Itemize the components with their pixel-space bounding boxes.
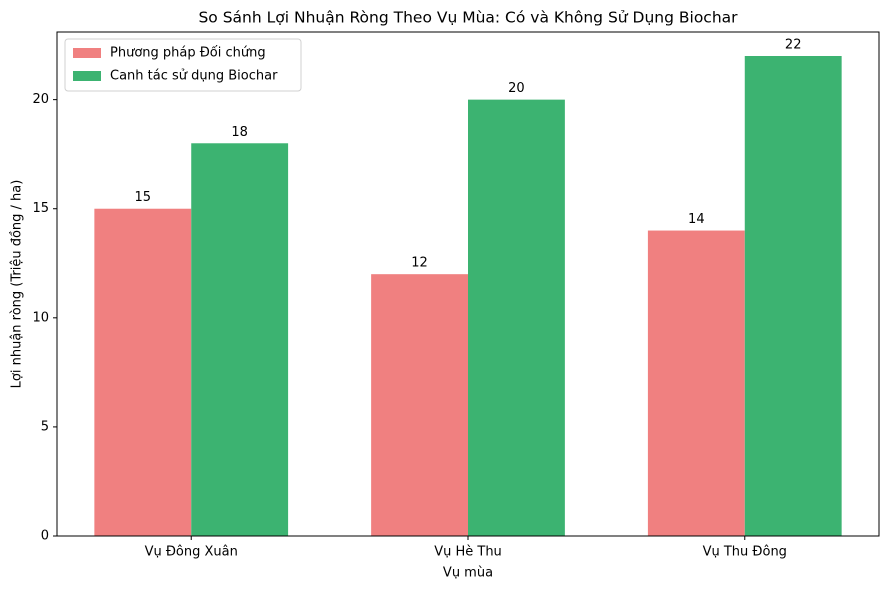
y-tick-label: 15 [32,201,49,216]
legend-label: Canh tác sử dụng Biochar [110,69,278,84]
y-tick-label: 10 [32,310,49,325]
bar [371,274,468,536]
value-label: 22 [785,38,802,53]
x-tick-label: Vụ Đông Xuân [145,545,238,560]
value-label: 12 [411,256,428,271]
x-axis-label: Vụ mùa [443,566,493,581]
value-label: 18 [231,125,248,140]
y-tick-label: 20 [32,92,49,107]
value-label: 15 [135,190,152,205]
legend: Phương pháp Đối chứng Canh tác sử dụng Bi… [64,38,302,92]
x-tick-label: Vụ Hè Thu [434,545,502,560]
bar [468,99,565,537]
bar [744,56,842,536]
bar [647,230,745,536]
legend-label: Phương pháp Đối chứng [110,46,266,61]
bar [191,143,289,537]
value-label: 20 [508,81,525,96]
legend-swatch [73,48,101,58]
legend-box [64,38,302,92]
legend-swatch [73,71,101,81]
y-tick-label: 0 [41,529,49,544]
value-label: 14 [688,212,705,227]
bar [94,208,192,536]
x-tick-label: Vụ Thu Đông [703,545,787,560]
y-axis-label: Lợi nhuận ròng (Triệu đồng / ha) [10,180,25,389]
chart-title: So Sánh Lợi Nhuận Ròng Theo Vụ Mùa: Có v… [198,9,738,27]
y-tick-label: 5 [41,419,49,434]
